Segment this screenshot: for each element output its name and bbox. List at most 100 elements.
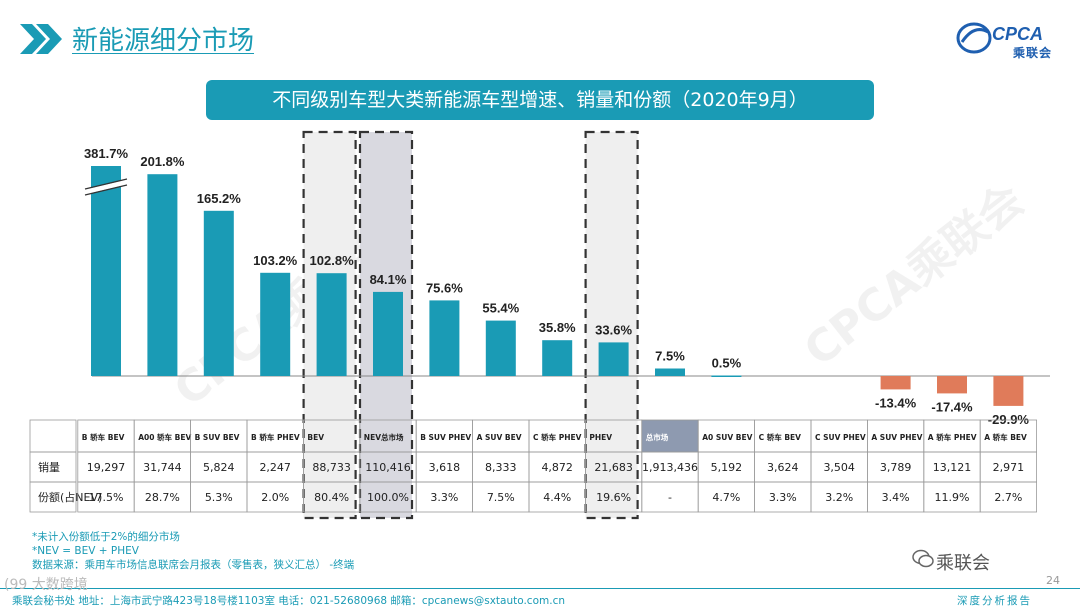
sales-value: 21,683 (594, 461, 633, 474)
share-value: 7.5% (487, 491, 515, 504)
highlight-frame (584, 130, 639, 520)
data-label: 33.6% (595, 322, 632, 337)
footer-report-label: 深度分析报告 (957, 595, 1032, 607)
data-label: 7.5% (655, 349, 685, 364)
growth-bar (655, 368, 685, 376)
page-number: 24 (1046, 574, 1060, 587)
row-label: 销量 (38, 460, 60, 474)
share-value: 28.7% (145, 491, 180, 504)
sales-value: 4,872 (541, 461, 573, 474)
data-label: 381.7% (84, 146, 129, 161)
sales-value: 110,416 (365, 461, 411, 474)
wechat-account: 乘联会 (936, 553, 990, 574)
growth-bar (203, 210, 234, 376)
share-value: 80.4% (314, 491, 349, 504)
share-value: 4.4% (543, 491, 571, 504)
category-label: A 轿车 PHEV (928, 432, 977, 442)
sales-value: 3,504 (823, 461, 855, 474)
data-label: 55.4% (482, 301, 519, 316)
share-value: 17.5% (89, 491, 124, 504)
sales-value: 2,971 (993, 461, 1025, 474)
growth-bar (880, 376, 911, 390)
footer-contact: 乘联会秘书处 地址：上海市武宁路423号18号楼1103室 电话：021-526… (12, 595, 566, 607)
category-label: A 轿车 BEV (984, 432, 1027, 442)
notes: *未计入份额低于2%的细分市场 *NEV = BEV + PHEV 数据来源：乘… (32, 530, 354, 572)
data-label: 102.8% (310, 253, 355, 268)
wechat-icon (912, 549, 934, 568)
share-value: 5.3% (205, 491, 233, 504)
share-value: 2.7% (994, 491, 1022, 504)
table-cell (641, 419, 699, 453)
note-line: *NEV = BEV + PHEV (32, 545, 139, 557)
category-label: BEV (307, 433, 324, 442)
growth-bar (937, 376, 967, 394)
growth-bar (993, 376, 1024, 406)
chevron-double-icon (20, 24, 62, 54)
data-label: -17.4% (931, 399, 973, 414)
sales-value: 5,824 (203, 461, 235, 474)
logo-subtitle: 乘联会 (1012, 46, 1052, 60)
highlight-frame (302, 130, 357, 520)
category-label: B 轿车 PHEV (251, 432, 300, 442)
highlight-frame (358, 130, 414, 520)
growth-bar (485, 320, 516, 376)
table-label-cell (29, 481, 77, 513)
sales-value: 1,913,436 (642, 461, 698, 474)
share-value: 4.7% (712, 491, 740, 504)
note-line: 数据来源：乘用车市场信息联席会月报表（零售表，狭义汇总） -终端 (32, 559, 355, 571)
axis-break-line (84, 178, 128, 190)
page-title: 新能源细分市场 (72, 26, 255, 56)
note-line: *未计入份额低于2%的细分市场 (32, 531, 180, 543)
share-value: 2.0% (261, 491, 289, 504)
share-value: 3.3% (769, 491, 797, 504)
category-label: C SUV PHEV (815, 433, 866, 442)
category-label: A0 SUV BEV (702, 433, 752, 442)
table-cell (979, 481, 1038, 513)
sales-value: 19,297 (87, 461, 126, 474)
share-value: 3.2% (825, 491, 853, 504)
axis-break-line (84, 184, 128, 196)
sales-value: 2,247 (259, 461, 291, 474)
data-label: -29.9% (988, 412, 1030, 427)
data-label: 75.6% (426, 280, 463, 295)
highlight-column (585, 132, 638, 518)
category-label: PHEV (589, 433, 612, 442)
axis-break-mark (84, 179, 128, 195)
category-label: 总市场 (646, 432, 669, 442)
growth-bar (373, 291, 403, 376)
sales-value: 31,744 (143, 461, 182, 474)
category-label: A00 轿车 BEV (138, 432, 191, 442)
data-label: 103.2% (253, 253, 298, 268)
chart-title: 不同级别车型大类新能源车型增速、销量和份额（2020年9月） (206, 80, 874, 120)
category-label: C 轿车 BEV (759, 432, 802, 442)
category-label: A SUV PHEV (871, 433, 922, 442)
category-label: A SUV BEV (477, 433, 522, 442)
share-value: 3.3% (430, 491, 458, 504)
sales-value: 5,192 (711, 461, 743, 474)
share-value: - (668, 491, 672, 504)
data-label: 165.2% (197, 191, 242, 206)
category-label: B SUV PHEV (420, 433, 471, 442)
data-label: -13.4% (875, 395, 917, 410)
growth-bar (711, 375, 742, 377)
sales-value: 8,333 (485, 461, 517, 474)
sales-value: 88,733 (312, 461, 351, 474)
cpca-logo-icon: CPCA (956, 22, 1043, 54)
data-label: 201.8% (140, 154, 185, 169)
data-label: 35.8% (539, 320, 576, 335)
sales-value: 3,789 (880, 461, 912, 474)
growth-bar-chart: 381.7% 201.8% 165.2% 103.2% 102.8% 84.1% 75.6%… (29, 130, 1050, 520)
growth-bar (429, 300, 460, 376)
data-label: 0.5% (712, 356, 742, 371)
growth-bar (598, 342, 629, 376)
footer: 乘联会秘书处 地址：上海市武宁路423号18号楼1103室 电话：021-526… (0, 588, 1080, 609)
category-label: C 轿车 PHEV (533, 432, 582, 442)
source-watermark: (99 大数跨境 (4, 577, 88, 593)
growth-bar (542, 340, 573, 376)
category-label: B 轿车 BEV (82, 432, 125, 442)
share-value: 100.0% (367, 491, 409, 504)
share-value: 3.4% (882, 491, 910, 504)
sales-value: 13,121 (933, 461, 972, 474)
sales-value: 3,618 (429, 461, 461, 474)
growth-bar (316, 273, 347, 376)
